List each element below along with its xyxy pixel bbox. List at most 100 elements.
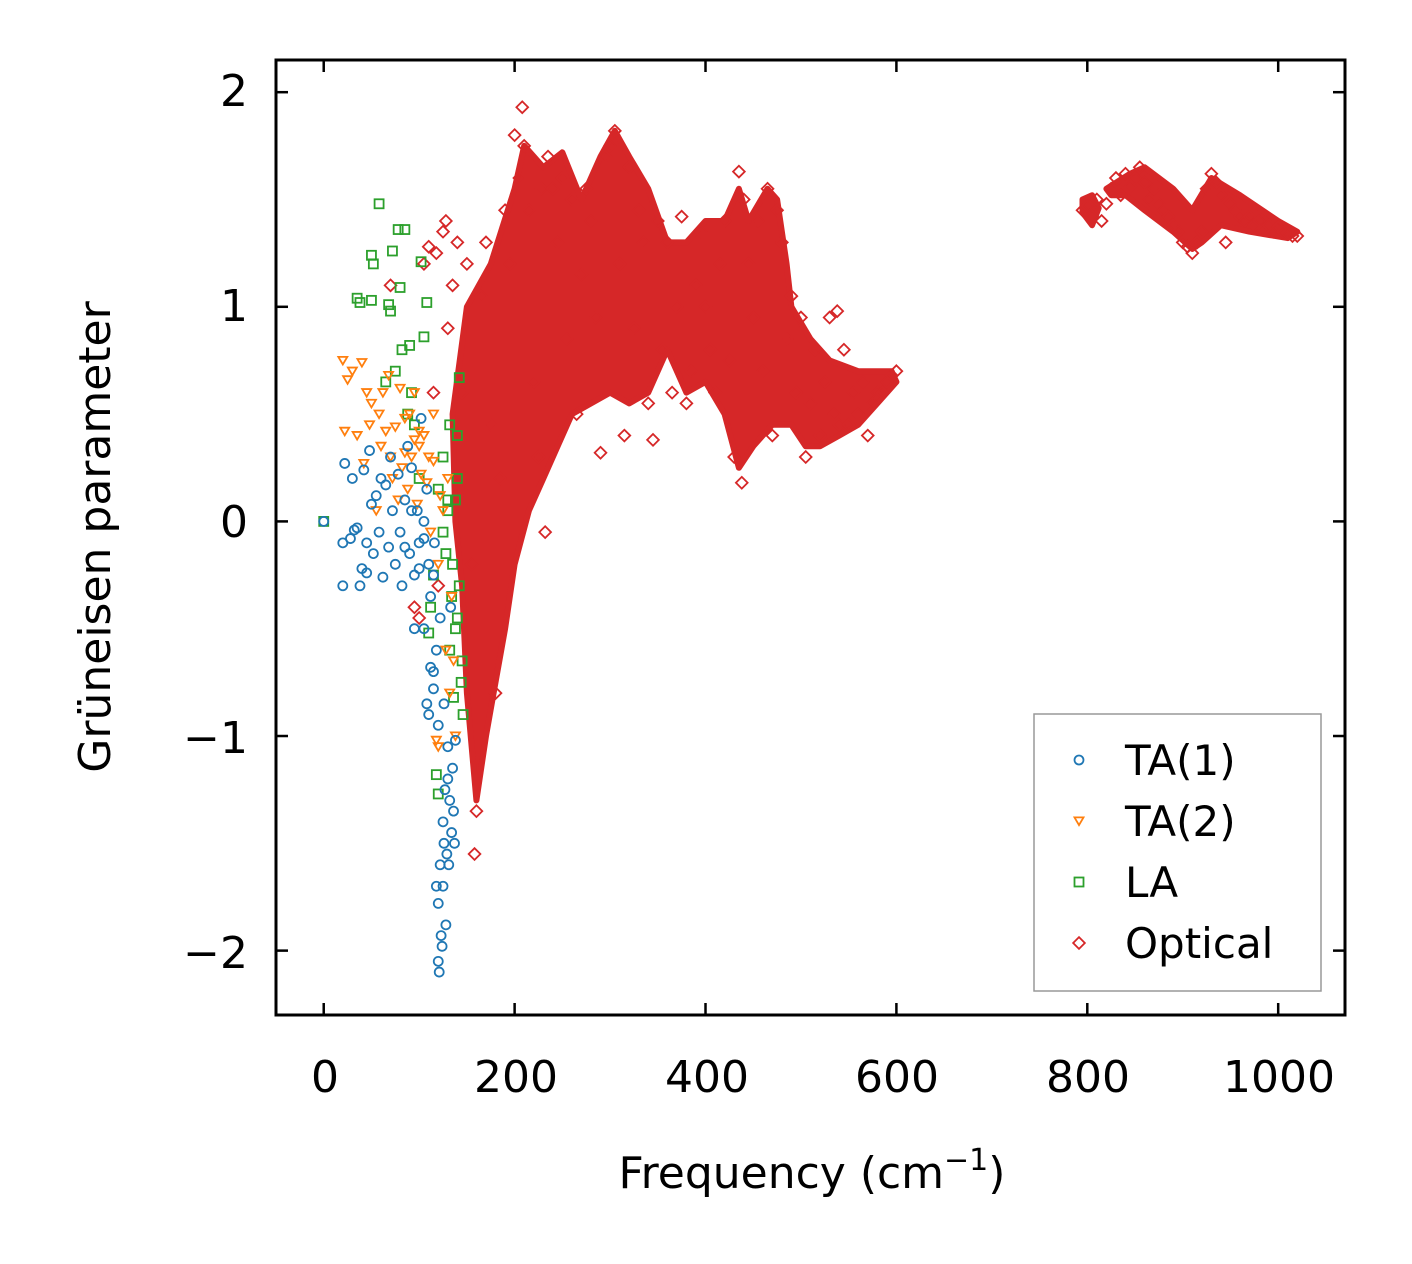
data-point [435,224,451,239]
data-point [448,805,459,817]
data-point [1251,213,1267,229]
data-point [370,506,383,517]
data-point [428,569,439,581]
data-point [360,388,373,399]
data-point [417,431,431,442]
data-point [660,235,675,250]
data-point [445,601,457,613]
x-axis-label: Frequency (cm−1) [619,1143,1006,1199]
data-point [424,527,437,538]
data-point [385,451,396,463]
data-point [579,181,594,196]
data-point [1084,209,1100,224]
data-point [1099,196,1114,211]
data-point [423,709,435,720]
data-point [593,445,608,460]
y-tick-label: 1 [220,281,248,332]
data-point [373,409,386,420]
data-point [631,203,646,218]
data-point [447,558,458,570]
data-point [433,966,445,978]
x-tick-label: 0 [311,1052,339,1103]
y-tick-label: −1 [183,713,248,764]
data-point [399,541,411,553]
data-point [387,505,398,517]
data-point [526,374,541,390]
data-point [679,396,694,411]
data-point [559,331,575,347]
data-point [851,406,866,422]
data-point [401,484,414,496]
data-point [497,203,513,218]
data-point [478,235,494,250]
data-point [626,321,642,336]
data-point [645,432,661,447]
data-point [389,558,401,570]
data-point [641,396,656,411]
data-point [722,353,737,368]
data-point [358,464,370,476]
data-point [455,676,467,688]
data-point [380,479,392,491]
data-point [434,612,446,624]
data-point [1170,224,1186,239]
data-point [374,441,388,453]
data-point [365,398,378,410]
data-point [439,645,452,656]
data-point [1213,188,1229,203]
data-point [655,342,670,357]
data-point [346,473,358,484]
data-point [425,601,437,613]
data-point [432,719,444,731]
data-point [755,364,770,379]
data-point [717,213,732,229]
data-point [707,385,723,400]
data-point [822,310,837,325]
legend-markers [1071,754,1087,951]
data-point [437,816,449,828]
data-point [432,483,444,495]
series-ta1 [318,412,461,978]
data-point [445,592,458,603]
data-point [803,396,818,411]
data-point [817,374,832,390]
data-point [736,192,751,207]
data-point [346,366,359,378]
data-point [598,149,613,164]
data-point [798,449,813,465]
data-point [1204,166,1219,181]
data-point [416,256,432,271]
data-point [411,499,424,511]
data-point [398,413,411,425]
data-point [1123,179,1138,194]
data-point [399,224,411,235]
data-point [421,483,433,495]
data-point [569,406,584,422]
x-tick-label: 200 [474,1052,558,1103]
data-point [827,406,842,422]
data-point [421,698,433,710]
data-point [436,506,450,517]
data-point [384,452,397,463]
data-point [439,784,451,796]
data-point [408,569,420,581]
legend-label-la: LA [1125,858,1178,907]
data-point [408,388,421,399]
data-point [318,516,330,527]
data-point [430,644,442,656]
x-tick-label: 600 [855,1052,939,1103]
data-point [684,364,699,379]
data-point [769,203,785,218]
data-point [386,473,399,485]
data-point [760,181,775,196]
data-point [373,526,385,538]
data-point [467,846,482,862]
data-point [420,478,433,489]
data-point [450,494,461,506]
data-point [750,213,766,229]
data-point [540,149,556,164]
data-point [387,245,398,257]
data-point [517,138,532,153]
data-point [588,310,603,325]
data-point [493,471,508,486]
